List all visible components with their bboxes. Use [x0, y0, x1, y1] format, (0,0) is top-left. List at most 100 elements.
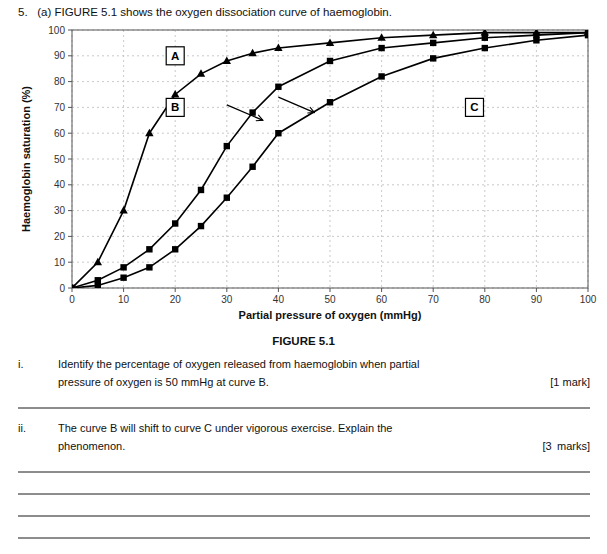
tick — [226, 288, 227, 292]
tick — [68, 81, 72, 82]
tick-label: 70 — [54, 102, 66, 113]
marker — [198, 187, 204, 193]
tick-label: 40 — [273, 294, 285, 305]
marker — [274, 44, 282, 52]
label-box — [166, 47, 184, 65]
tick — [484, 288, 485, 292]
marker — [198, 223, 204, 229]
x-axis-label: Partial pressure of oxygen (mmHg) — [239, 309, 422, 321]
tick — [68, 236, 72, 237]
tick-label: 90 — [531, 294, 543, 305]
answer-line — [18, 516, 590, 517]
question: ii. The curve B will shift to curve C und… — [18, 422, 590, 538]
tick-label: 60 — [54, 128, 66, 139]
answer-line — [18, 494, 590, 495]
tick-label: 60 — [376, 294, 388, 305]
grid-line — [72, 184, 588, 185]
marker — [378, 45, 384, 51]
marker — [72, 285, 75, 288]
tick — [278, 288, 279, 292]
tick — [68, 288, 72, 289]
grid-line — [72, 262, 588, 263]
tick-label: 100 — [48, 25, 65, 36]
marker — [172, 220, 178, 226]
marker — [533, 37, 539, 43]
grid-line — [72, 210, 588, 211]
marker — [145, 129, 153, 137]
answer-line — [18, 472, 590, 473]
marker — [223, 56, 231, 64]
question-number: ii. — [18, 422, 26, 434]
marker — [327, 99, 333, 105]
marker — [94, 258, 102, 266]
tick — [381, 288, 382, 292]
tick — [175, 288, 176, 292]
tick-label: 80 — [54, 76, 66, 87]
label-box — [166, 98, 184, 116]
line — [72, 33, 588, 288]
tick-label: 10 — [118, 294, 130, 305]
marker — [377, 33, 385, 41]
tick-label: 0 — [69, 294, 75, 305]
marker — [120, 264, 126, 270]
tick-label: 30 — [221, 294, 233, 305]
tick-label: 90 — [54, 50, 66, 61]
marker — [120, 274, 126, 280]
curve-label: C — [465, 98, 483, 116]
tick-label: 100 — [580, 294, 597, 305]
marker — [119, 206, 127, 214]
grid-line — [484, 30, 485, 288]
marker — [326, 38, 334, 46]
marker — [430, 55, 436, 61]
curve-label: A — [166, 47, 184, 65]
marker — [72, 285, 75, 288]
label-box — [465, 98, 483, 116]
series-label: C — [470, 101, 478, 113]
tick — [68, 107, 72, 108]
series — [72, 30, 588, 288]
curve-label: B — [166, 98, 184, 116]
marker — [275, 84, 281, 90]
tick — [588, 288, 589, 292]
question-text: The curve B will shift to curve C under … — [58, 422, 392, 434]
grid — [72, 30, 588, 288]
tick — [68, 159, 72, 160]
marker — [224, 143, 230, 149]
caption: FIGURE 5.1 — [272, 335, 335, 347]
marker — [585, 32, 588, 38]
question-text: phenomenon. — [58, 440, 125, 452]
marks: [3 marks] — [543, 440, 590, 452]
tick-label: 20 — [54, 231, 66, 242]
axes: 0102030405060708090100010203040506070809… — [20, 25, 597, 322]
grid-line — [330, 30, 331, 288]
marker — [197, 69, 205, 77]
series — [72, 32, 588, 288]
marker — [327, 58, 333, 64]
tick — [123, 288, 124, 292]
tick-label: 10 — [54, 257, 66, 268]
arrow — [227, 105, 263, 120]
marker — [172, 246, 178, 252]
answer-line — [18, 408, 590, 409]
grid-line — [536, 30, 537, 288]
tick-label: 50 — [54, 154, 66, 165]
tick — [68, 55, 72, 56]
question: i.Identify the percentage of oxygen rele… — [18, 358, 590, 408]
tick-label: 30 — [54, 205, 66, 216]
tick — [68, 210, 72, 211]
tick — [68, 133, 72, 134]
line — [72, 35, 588, 288]
tick-label: 50 — [324, 294, 336, 305]
grid-line — [381, 30, 382, 288]
series — [72, 30, 588, 288]
tick-label: 80 — [479, 294, 491, 305]
tick-label: 0 — [59, 283, 65, 294]
series-label: A — [171, 50, 179, 62]
question-text: pressure of oxygen is 50 mmHg at curve B… — [58, 376, 269, 388]
grid-line — [72, 236, 588, 237]
tick — [330, 288, 331, 292]
marker — [248, 49, 256, 57]
tick — [433, 288, 434, 292]
tick — [536, 288, 537, 292]
title: 5. (a) FIGURE 5.1 shows the oxygen disso… — [18, 6, 392, 18]
